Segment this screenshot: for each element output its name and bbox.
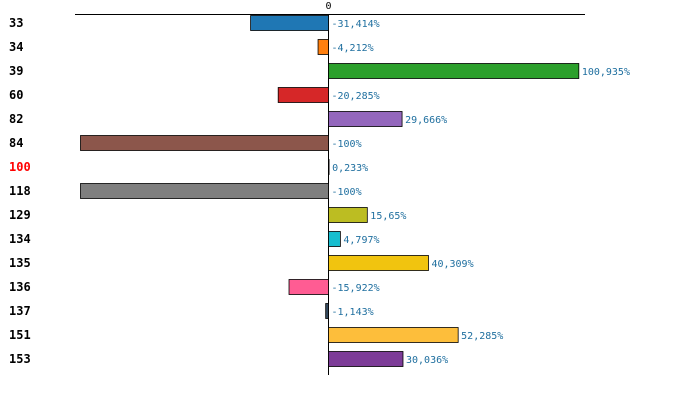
category-label-60: 60 (9, 88, 23, 102)
value-label-82: 29,666% (405, 115, 447, 126)
value-label-33: -31,414% (332, 19, 380, 30)
category-label-153: 153 (9, 352, 31, 366)
category-label-151: 151 (9, 328, 31, 342)
category-label-34: 34 (9, 40, 23, 54)
bar-136 (288, 279, 329, 295)
zero-tick-label: 0 (325, 1, 331, 12)
value-label-151: 52,285% (461, 331, 503, 342)
bar-33 (250, 15, 329, 31)
value-label-60: -20,285% (332, 91, 380, 102)
bar-34 (317, 39, 329, 55)
bar-60 (277, 87, 329, 103)
value-label-39: 100,935% (582, 67, 630, 78)
category-label-118: 118 (9, 184, 31, 198)
value-label-134: 4,797% (343, 235, 379, 246)
bar-39 (328, 63, 580, 79)
value-label-34: -4,212% (332, 43, 374, 54)
bar-135 (328, 255, 429, 271)
category-label-82: 82 (9, 112, 23, 126)
category-label-137: 137 (9, 304, 31, 318)
value-label-100: 0,233% (332, 163, 368, 174)
category-label-129: 129 (9, 208, 31, 222)
value-label-137: -1,143% (332, 307, 374, 318)
value-label-153: 30,036% (406, 355, 448, 366)
category-label-136: 136 (9, 280, 31, 294)
bar-153 (328, 351, 404, 367)
category-label-39: 39 (9, 64, 23, 78)
bars-group: 33 -31,414% 34 -4,212% 39 100,935% 60 -20,285% 8… (9, 15, 630, 367)
category-label-84: 84 (9, 136, 23, 150)
bar-118 (80, 183, 329, 199)
value-label-135: 40,309% (431, 259, 473, 270)
bar-82 (328, 111, 403, 127)
bar-84 (80, 135, 329, 151)
bar-151 (328, 327, 459, 343)
bar-100 (328, 159, 330, 175)
category-label-100: 100 (9, 160, 31, 174)
category-label-33: 33 (9, 16, 23, 30)
category-label-134: 134 (9, 232, 31, 246)
value-label-136: -15,922% (332, 283, 380, 294)
value-label-129: 15,65% (370, 211, 406, 222)
category-label-135: 135 (9, 256, 31, 270)
value-label-118: -100% (332, 187, 362, 198)
bar-134 (328, 231, 341, 247)
bar-137 (325, 303, 329, 319)
bar-129 (328, 207, 368, 223)
value-label-84: -100% (332, 139, 362, 150)
